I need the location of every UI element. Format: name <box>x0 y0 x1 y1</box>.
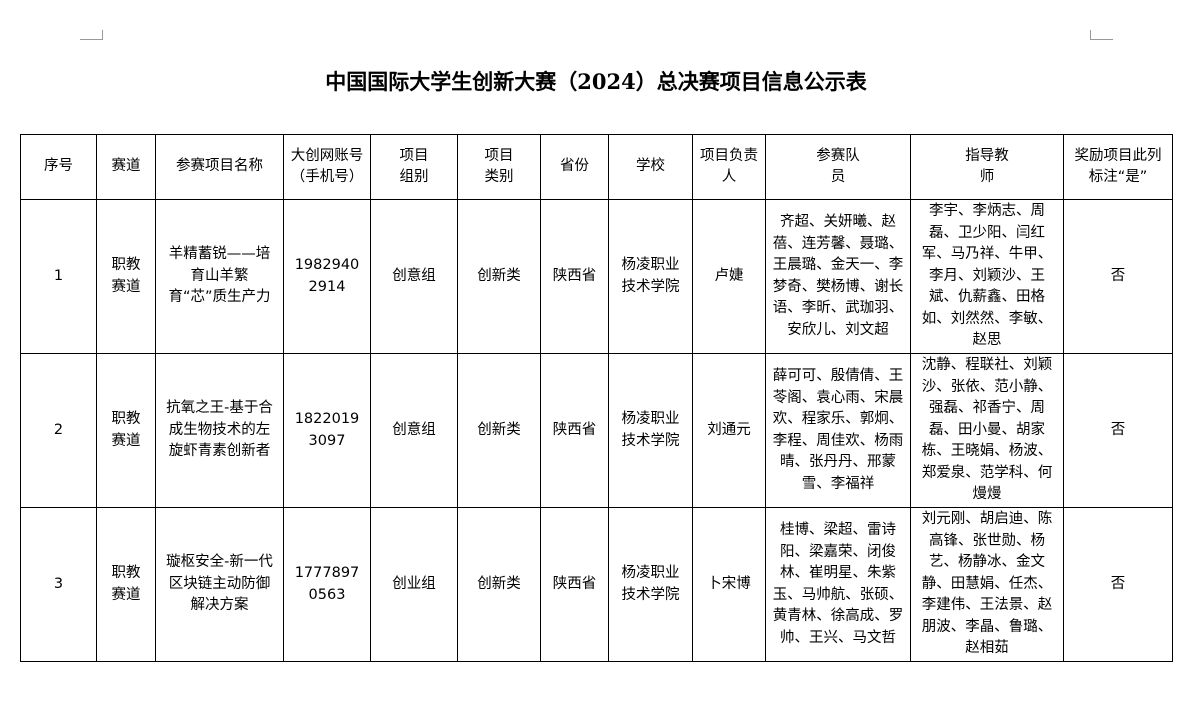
table-row: 3 职教赛道 璇枢安全-新一代区块链主动防御解决方案 17778970563 创业组 创新… <box>20 507 1173 662</box>
header-category: 项目类别 <box>457 134 541 200</box>
cell-project: 璇枢安全-新一代区块链主动防御解决方案 <box>155 507 284 662</box>
cell-leader: 卢婕 <box>692 199 766 354</box>
cell-award: 否 <box>1063 353 1173 508</box>
cell-members: 薛可可、殷倩倩、王苓阁、袁心雨、宋晨欢、程家乐、郭炯、李程、周佳欢、杨雨晴、张丹… <box>765 353 911 508</box>
cell-account: 18220193097 <box>283 353 371 508</box>
cell-award: 否 <box>1063 199 1173 354</box>
cell-track: 职教赛道 <box>96 199 156 354</box>
header-group: 项目组别 <box>370 134 458 200</box>
cell-province: 陕西省 <box>540 199 609 354</box>
cell-account: 19829402914 <box>283 199 371 354</box>
cell-no: 3 <box>20 507 97 662</box>
table-row: 2 职教赛道 抗氧之王-基于合成生物技术的左旋虾青素创新者 18220193097 创意… <box>20 353 1173 508</box>
cell-members: 齐超、关妍曦、赵蓓、连芳馨、聂璐、王晨璐、金天一、李梦奇、樊杨博、谢长语、李昕、… <box>765 199 911 354</box>
header-members: 参赛队员 <box>765 134 911 200</box>
cell-project: 羊精蓄锐——培育山羊繁育“芯”质生产力 <box>155 199 284 354</box>
cell-track: 职教赛道 <box>96 507 156 662</box>
cell-group: 创意组 <box>370 199 458 354</box>
cell-account: 17778970563 <box>283 507 371 662</box>
cell-province: 陕西省 <box>540 353 609 508</box>
page-corner-mark-right <box>1090 30 1113 40</box>
header-project: 参赛项目名称 <box>155 134 284 200</box>
cell-members: 桂博、梁超、雷诗阳、梁嘉荣、闭俊林、崔明星、朱紫玉、马帅航、张硕、黄青林、徐高成… <box>765 507 911 662</box>
cell-no: 2 <box>20 353 97 508</box>
header-award: 奖励项目此列标注“是” <box>1063 134 1173 200</box>
cell-teachers: 沈静、程联社、刘颖沙、张依、范小静、强磊、祁香宁、周磊、田小曼、胡家栋、王晓娟、… <box>910 353 1064 508</box>
cell-project: 抗氧之王-基于合成生物技术的左旋虾青素创新者 <box>155 353 284 508</box>
document-title: 中国国际大学生创新大赛（2024）总决赛项目信息公示表 <box>325 69 867 94</box>
cell-teachers: 李宇、李炳志、周磊、卫少阳、闫红军、马乃祥、牛甲、李月、刘颖沙、王斌、仇薪鑫、田… <box>910 199 1064 354</box>
page-corner-mark-left <box>80 30 103 40</box>
header-leader: 项目负责人 <box>692 134 766 200</box>
project-info-table: 序号 赛道 参赛项目名称 大创网账号（手机号） 项目组别 项目类别 省份 学校 … <box>20 134 1173 662</box>
header-province: 省份 <box>540 134 609 200</box>
cell-track: 职教赛道 <box>96 353 156 508</box>
cell-teachers: 刘元刚、胡启迪、陈高锋、张世勋、杨艺、杨静冰、金文静、田慧娟、任杰、李建伟、王法… <box>910 507 1064 662</box>
cell-school: 杨凌职业技术学院 <box>608 507 693 662</box>
cell-leader: 刘通元 <box>692 353 766 508</box>
cell-award: 否 <box>1063 507 1173 662</box>
cell-no: 1 <box>20 199 97 354</box>
cell-leader: 卜宋博 <box>692 507 766 662</box>
header-track: 赛道 <box>96 134 156 200</box>
cell-school: 杨凌职业技术学院 <box>608 199 693 354</box>
table-row: 1 职教赛道 羊精蓄锐——培育山羊繁育“芯”质生产力 19829402914 创意组 创新… <box>20 199 1173 354</box>
header-no: 序号 <box>20 134 97 200</box>
header-school: 学校 <box>608 134 693 200</box>
header-teachers: 指导教师 <box>910 134 1064 200</box>
cell-province: 陕西省 <box>540 507 609 662</box>
cell-category: 创新类 <box>457 507 541 662</box>
cell-group: 创意组 <box>370 353 458 508</box>
cell-category: 创新类 <box>457 199 541 354</box>
cell-school: 杨凌职业技术学院 <box>608 353 693 508</box>
header-row: 序号 赛道 参赛项目名称 大创网账号（手机号） 项目组别 项目类别 省份 学校 … <box>20 134 1173 200</box>
header-account: 大创网账号（手机号） <box>283 134 371 200</box>
cell-group: 创业组 <box>370 507 458 662</box>
cell-category: 创新类 <box>457 353 541 508</box>
